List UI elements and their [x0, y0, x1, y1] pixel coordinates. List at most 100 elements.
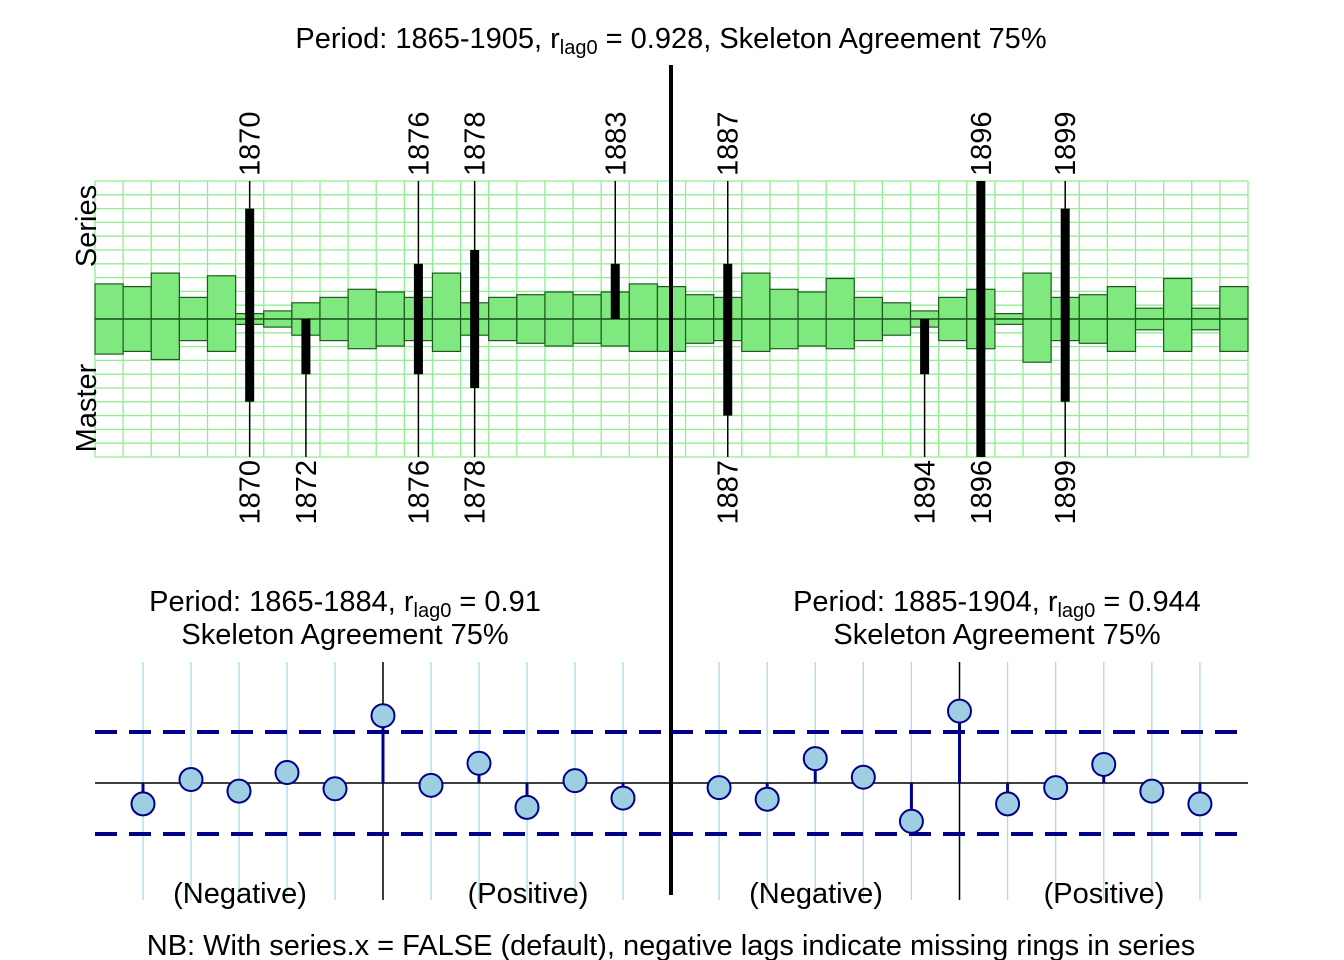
ccf-point [466, 750, 492, 776]
right-panel-subtitle: Skeleton Agreement 75% [833, 619, 1160, 651]
master-bar [375, 318, 405, 347]
master-bar [628, 318, 659, 353]
series-bar [122, 286, 152, 320]
master-bar [1219, 318, 1249, 353]
series-bar [994, 313, 1024, 320]
master-bar [994, 318, 1024, 326]
series-bar [263, 310, 293, 320]
series-bar [1022, 272, 1052, 320]
master-bar [938, 318, 968, 342]
ccf-point [274, 760, 300, 786]
series-bar [1163, 277, 1193, 320]
master-bar [769, 318, 799, 350]
bottom-year-label: 1878 [460, 460, 492, 525]
series-bar [769, 288, 799, 320]
series-bar [94, 283, 124, 320]
ccf-point [995, 791, 1021, 817]
bottom-year-label: 1894 [910, 460, 942, 525]
series-bar [572, 294, 602, 320]
chart-title: Period: 1865-1905, rlag0 = 0.928, Skelet… [295, 23, 1046, 59]
series-bar [347, 288, 377, 320]
master-bar [797, 318, 827, 347]
bottom-year-label: 1899 [1050, 460, 1082, 525]
master-bar [741, 318, 771, 353]
series-bar [1078, 294, 1108, 320]
skeleton-lines [245, 181, 1070, 457]
series-bar [1219, 286, 1249, 320]
master-bar [853, 318, 884, 342]
ccf-point [802, 746, 828, 772]
master-bar [1078, 318, 1108, 344]
series-bar [938, 296, 968, 320]
ccf-point [370, 703, 396, 729]
ccf-point [898, 808, 924, 834]
series-bar [150, 272, 180, 320]
ccf-point [562, 768, 588, 794]
series-bar [881, 302, 912, 320]
ccf-point [1043, 775, 1069, 801]
ccf-point [706, 775, 732, 801]
bottom-year-label: 1876 [403, 460, 435, 525]
master-bar [319, 318, 349, 342]
top-year-label: 1887 [713, 111, 745, 176]
left-panel-title: Period: 1865-1884, rlag0 = 0.91 [149, 586, 541, 622]
ccf-point [226, 778, 252, 804]
master-bar [684, 318, 715, 344]
ccf-point [130, 791, 156, 817]
series-bar [628, 283, 659, 320]
bottom-year-label: 1872 [291, 460, 323, 525]
master-bar [122, 318, 152, 353]
ccf-point [754, 786, 780, 812]
master-bar [1163, 318, 1193, 353]
master-bar [544, 318, 574, 347]
series-bar [909, 310, 940, 320]
series-bar [178, 296, 209, 320]
series-bar [488, 296, 518, 320]
master-bar [516, 318, 546, 344]
ccf-panels [95, 662, 1248, 900]
ccf-point [850, 764, 876, 790]
series-bar [206, 275, 237, 320]
ccf-point [178, 767, 204, 793]
master-bar [431, 318, 462, 353]
series-axis-label: Series [71, 185, 103, 267]
bottom-year-label: 1887 [713, 460, 745, 525]
series-bar [291, 302, 321, 320]
top-year-label: 1883 [600, 111, 632, 176]
master-bar [150, 318, 180, 361]
series-bar [1191, 307, 1221, 320]
master-bar [263, 318, 293, 328]
top-year-label: 1896 [966, 111, 998, 176]
left-panel-subtitle: Skeleton Agreement 75% [181, 619, 508, 651]
master-bar [347, 318, 377, 350]
master-bar [488, 318, 518, 342]
ccf-point [1187, 791, 1213, 817]
master-bar [1134, 318, 1165, 331]
ccf-point [1091, 751, 1117, 777]
series-bar [825, 277, 855, 320]
series-bar [431, 272, 462, 320]
right-panel-title: Period: 1885-1904, rlag0 = 0.944 [793, 586, 1201, 622]
series-bar [853, 296, 884, 320]
master-bar [206, 318, 237, 353]
top-year-label: 1878 [460, 111, 492, 176]
master-axis-label: Master [71, 363, 103, 452]
bottom-year-label: 1870 [235, 460, 267, 525]
series-bar [375, 291, 405, 320]
master-bar [178, 318, 209, 342]
left-negative-label: (Negative) [173, 878, 307, 910]
series-bar [797, 291, 827, 320]
series-bar [1134, 307, 1165, 320]
ccf-point [418, 772, 444, 798]
left-positive-label: (Positive) [468, 878, 589, 910]
ccf-point [1139, 778, 1165, 804]
year-labels: 1870 1876 1878 1883 1887 1896 1899 1870 1872 1876… [235, 111, 1083, 524]
master-bar [572, 318, 602, 344]
ccf-point [947, 698, 972, 724]
right-positive-label: (Positive) [1044, 878, 1165, 910]
series-bar [1106, 286, 1137, 320]
series-bar [319, 296, 349, 320]
master-bar [1022, 318, 1052, 363]
master-bar [1191, 318, 1221, 331]
ccf-point [514, 794, 540, 820]
